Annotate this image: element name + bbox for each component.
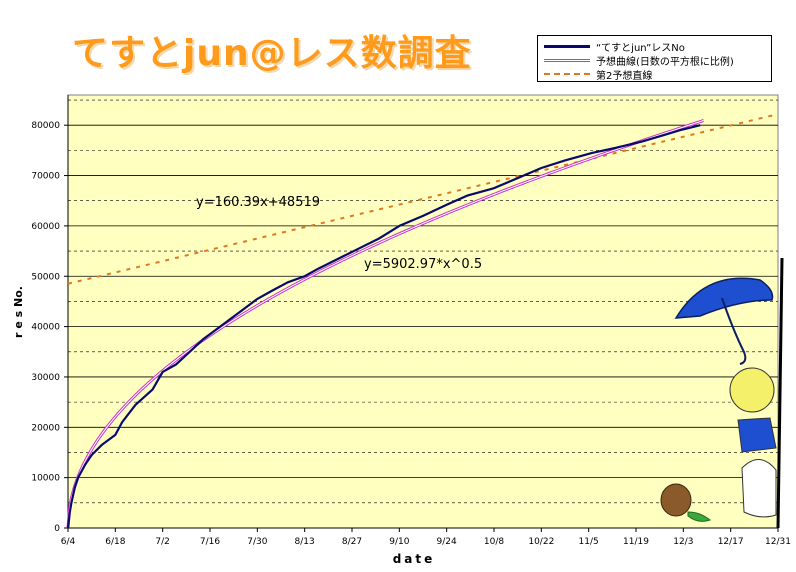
series-line-sqrt-fit-inner — [67, 120, 704, 529]
legend-item-linear: 第2予想直線 — [544, 67, 653, 82]
legend-item-actual: “てすとjun”レスNo — [544, 39, 685, 54]
legend-swatch-sqrt — [544, 58, 590, 62]
series-line-actual — [66, 124, 701, 529]
legend-swatch-actual — [544, 44, 590, 48]
y-axis-label: r e s No. — [12, 286, 25, 338]
y-tick-label: 70000 — [31, 172, 60, 182]
ghost-shape — [741, 459, 777, 518]
series-group — [66, 113, 779, 529]
x-tick-label: 6/4 — [61, 537, 76, 547]
page-title: てすとjun@レス数調査 — [72, 33, 472, 74]
x-tick-label: 8/13 — [295, 537, 315, 547]
pole-line — [776, 257, 784, 529]
x-tick-label: 9/24 — [437, 537, 457, 547]
character-body — [737, 417, 777, 453]
legend-swatch-linear — [544, 73, 590, 75]
y-tick-label: 40000 — [31, 323, 60, 333]
x-tick-label: 7/16 — [200, 537, 220, 547]
legend-label-sqrt: 予想曲線(日数の平方根に比例) — [596, 56, 734, 68]
umbrella-shape — [674, 277, 774, 319]
x-tick-label: 10/22 — [528, 537, 554, 547]
y-axis-ticks: 0 10000 20000 30000 40000 50000 60000 70000 8000… — [31, 121, 68, 534]
leaf-shape — [687, 511, 712, 522]
x-tick-label: 11/5 — [579, 537, 599, 547]
legend-label-linear: 第2予想直線 — [596, 70, 653, 82]
fit-annotations: y=160.39x+48519 y=5902.97*x^0.5 — [196, 195, 482, 272]
chart-legend: “てすとjun”レスNo 予想曲線(日数の平方根に比例) 第2予想直線 — [537, 35, 772, 82]
x-tick-label: 12/17 — [718, 537, 744, 547]
mascot-illustration — [660, 257, 784, 529]
y-tick-label: 50000 — [31, 272, 60, 282]
annotation-linear-fit: y=160.39x+48519 — [196, 195, 320, 210]
umbrella-handle — [721, 297, 747, 365]
series-line-linear-fit — [67, 113, 779, 285]
y-tick-label: 10000 — [31, 474, 60, 484]
potato-shape — [660, 483, 692, 517]
plot-area — [67, 94, 779, 529]
legend-label-actual: “てすとjun”レスNo — [596, 42, 685, 54]
annotation-sqrt-fit: y=5902.97*x^0.5 — [364, 257, 482, 272]
x-tick-label: 10/8 — [484, 537, 504, 547]
x-tick-label: 12/31 — [765, 537, 791, 547]
x-tick-label: 7/30 — [247, 537, 267, 547]
y-tick-label: 20000 — [31, 423, 60, 433]
x-tick-label: 6/18 — [105, 537, 125, 547]
y-tick-label: 30000 — [31, 373, 60, 383]
y-tick-label: 80000 — [31, 121, 60, 131]
x-axis-label: date — [393, 552, 436, 566]
x-tick-label: 11/19 — [623, 537, 649, 547]
grid-lines — [67, 95, 778, 529]
y-tick-label: 60000 — [31, 222, 60, 232]
character-head — [729, 367, 775, 413]
legend-item-sqrt: 予想曲線(日数の平方根に比例) — [544, 53, 734, 68]
y-tick-label: 0 — [54, 524, 60, 534]
x-axis-ticks: 6/4 6/18 7/2 7/16 7/30 8/13 8/27 9/10 9/24 10/8 10… — [61, 528, 791, 547]
x-tick-label: 9/10 — [389, 537, 409, 547]
x-tick-label: 12/3 — [673, 537, 693, 547]
x-tick-label: 8/27 — [342, 537, 362, 547]
x-tick-label: 7/2 — [155, 537, 169, 547]
